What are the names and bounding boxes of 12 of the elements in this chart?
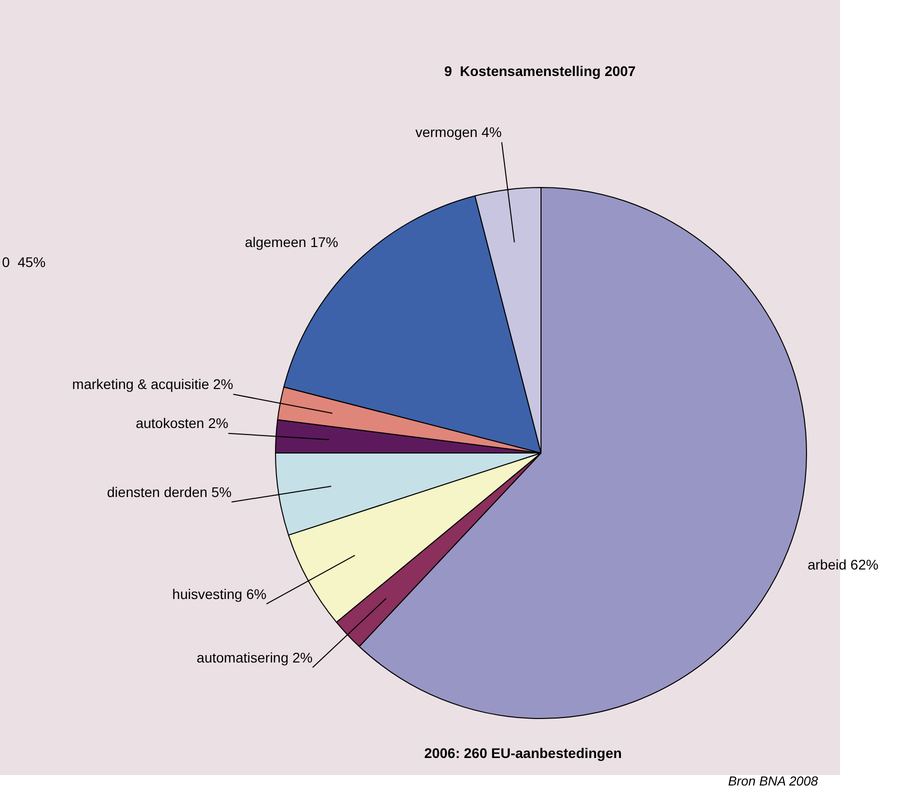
slice-label: arbeid 62% (808, 556, 878, 572)
text: 2006: 260 EU-aanbestedingen (424, 744, 622, 761)
slice-label: huisvesting 6% (172, 586, 266, 602)
slice-label: marketing & acquisitie 2% (72, 376, 234, 392)
slice-label: vermogen 4% (415, 124, 502, 140)
slice-label: automatisering 2% (196, 649, 313, 666)
slice-label: diensten derden 5% (107, 484, 232, 500)
slice-label: autokosten 2% (136, 415, 228, 432)
text: 0 45% (2, 254, 46, 270)
chart-title: 9 Kostensamenstelling 2007 (444, 62, 636, 79)
text: Bron BNA 2008 (728, 774, 819, 789)
slice-label: algemeen 17% (244, 234, 338, 250)
